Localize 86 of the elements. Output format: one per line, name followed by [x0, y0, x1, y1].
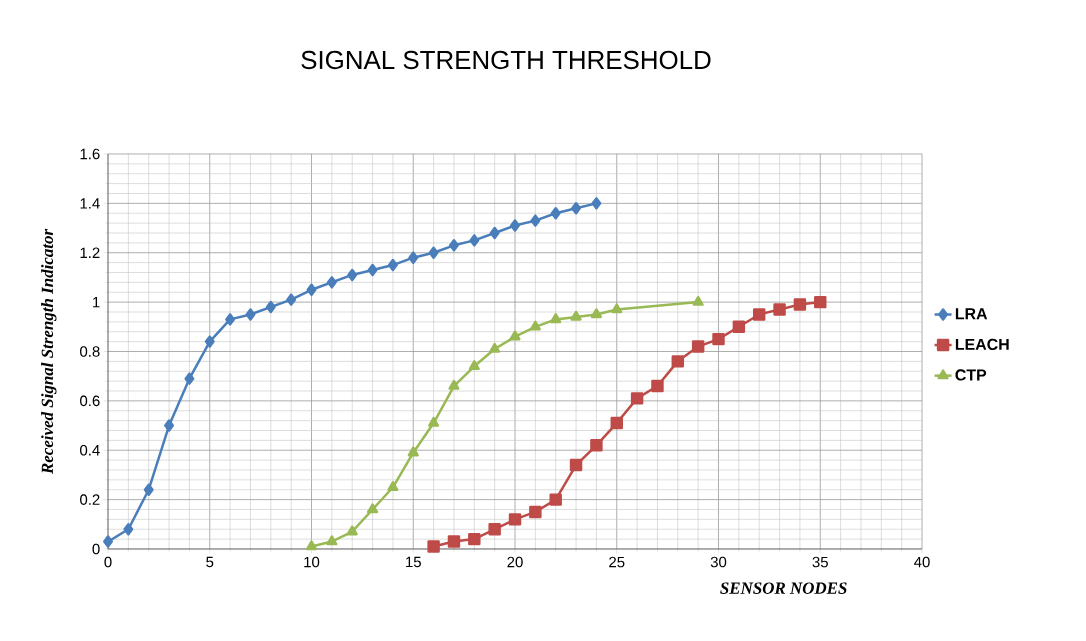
- point: [143, 483, 154, 496]
- x-tick-label: 40: [914, 556, 930, 568]
- point: [305, 540, 318, 551]
- x-tick-label: 0: [104, 556, 112, 568]
- point: [692, 295, 704, 306]
- point: [712, 332, 725, 346]
- point: [590, 439, 603, 452]
- point: [550, 207, 561, 220]
- point: [610, 416, 623, 430]
- y-axis-title: Received Signal Strength Indicator: [41, 228, 57, 475]
- point: [773, 303, 786, 316]
- y-tick-label: 1.2: [80, 247, 100, 258]
- point: [510, 219, 520, 232]
- point: [651, 379, 664, 393]
- point: [508, 513, 522, 526]
- y-tick-label: 0.8: [80, 346, 100, 357]
- point: [468, 360, 480, 371]
- x-tick-label: 5: [206, 556, 214, 568]
- x-tick-label: 35: [812, 556, 828, 568]
- point: [550, 313, 562, 324]
- point: [611, 303, 623, 314]
- point: [530, 214, 541, 227]
- point: [488, 523, 501, 536]
- x-tick-label: 30: [710, 556, 727, 568]
- legend-label: LRA: [955, 308, 988, 320]
- point: [732, 320, 746, 334]
- point: [691, 340, 705, 353]
- point: [468, 532, 481, 546]
- point: [306, 283, 317, 296]
- point: [265, 300, 276, 314]
- point: [489, 342, 501, 353]
- point: [447, 535, 461, 548]
- point: [408, 251, 419, 264]
- point: [529, 320, 541, 331]
- point: [326, 535, 338, 546]
- point: [509, 330, 521, 341]
- point: [489, 226, 500, 240]
- point: [448, 379, 460, 390]
- point: [366, 503, 379, 514]
- y-tick-label: 0.4: [80, 444, 100, 456]
- point: [184, 372, 195, 385]
- point: [225, 313, 236, 326]
- point: [245, 308, 256, 321]
- x-tick-label: 10: [304, 556, 320, 568]
- point: [123, 523, 134, 536]
- point: [590, 308, 602, 319]
- point: [347, 268, 358, 282]
- legend-label: LEACH: [955, 338, 1009, 350]
- point: [549, 493, 562, 506]
- y-tick-label: 0.6: [80, 395, 100, 407]
- y-tick-label: 1: [93, 296, 100, 308]
- point: [428, 416, 440, 427]
- x-axis-title: SENSOR NODES: [720, 582, 847, 594]
- point: [671, 355, 685, 368]
- point: [387, 481, 399, 492]
- point: [571, 202, 582, 215]
- point: [286, 293, 297, 306]
- chart-title: SIGNAL STRENGTH THRESHOLD: [301, 50, 711, 70]
- x-tick-label: 25: [609, 556, 625, 568]
- y-tick-label: 0: [92, 543, 100, 555]
- point: [164, 419, 175, 432]
- x-tick-label: 20: [507, 556, 523, 568]
- point: [814, 295, 827, 309]
- y-tick-label: 1.6: [80, 148, 100, 160]
- x-tick-label: 15: [406, 556, 421, 568]
- y-tick-label: 1.4: [80, 198, 100, 209]
- point: [326, 276, 337, 289]
- point: [387, 258, 398, 272]
- point: [752, 308, 766, 321]
- point: [793, 298, 807, 311]
- legend-label: CTP: [955, 369, 987, 381]
- point: [529, 505, 542, 519]
- point: [407, 446, 419, 457]
- point: [204, 335, 215, 348]
- point: [428, 246, 439, 259]
- point: [569, 458, 583, 472]
- point: [469, 234, 480, 247]
- point: [103, 535, 113, 548]
- point: [346, 525, 358, 536]
- point: [630, 392, 644, 405]
- point: [367, 263, 378, 277]
- point: [448, 239, 459, 252]
- point: [570, 310, 582, 321]
- y-tick-label: 0.2: [80, 494, 100, 505]
- point: [427, 540, 440, 553]
- point: [591, 197, 602, 210]
